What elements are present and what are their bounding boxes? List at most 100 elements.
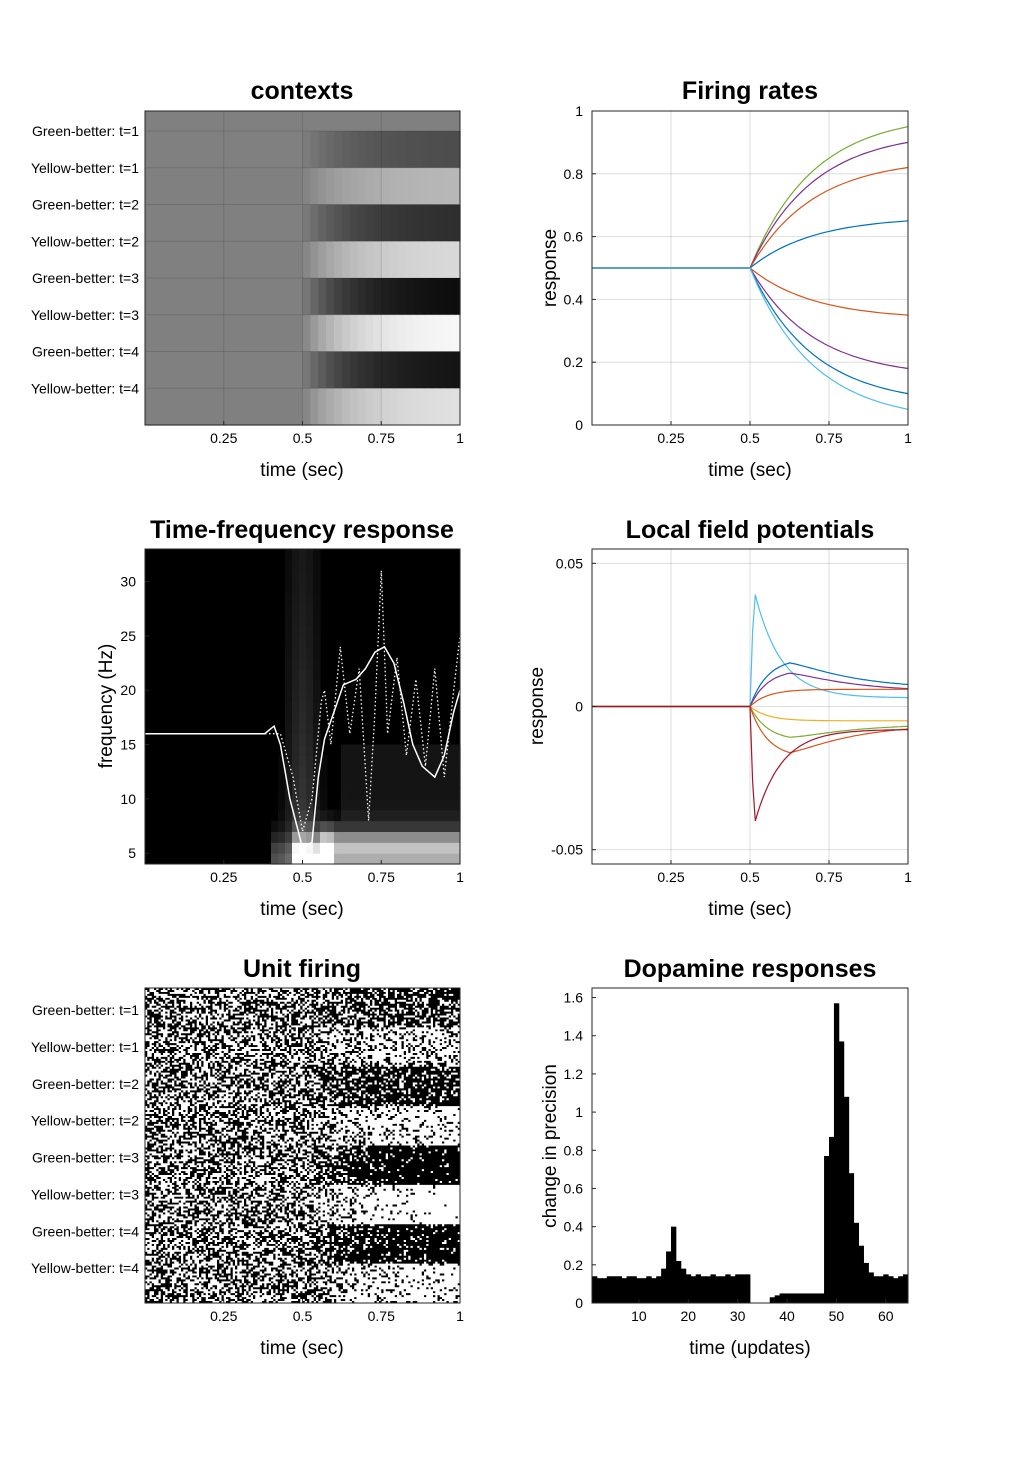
tf-cell (348, 744, 356, 756)
panel-time-frequency: Time-frequency response 0.25 0.5 0.75 1 5 10… (96, 516, 464, 920)
context-cell (160, 388, 170, 426)
context-cell (389, 131, 398, 169)
context-cell (404, 131, 414, 169)
context-cell (444, 351, 453, 389)
context-cell (318, 388, 327, 426)
tf-cell (334, 831, 342, 843)
tf-cell (306, 657, 314, 670)
firing-rate-line (592, 267, 909, 410)
tf-ytick-label: 30 (120, 574, 136, 590)
tf-cell (306, 820, 314, 833)
tf-cell (299, 820, 307, 833)
tf-cell (446, 842, 454, 854)
tf-cell (313, 701, 321, 713)
tf-cell (313, 853, 321, 865)
tf-ylabel: frequency (Hz) (96, 644, 117, 769)
tf-cell (439, 853, 447, 865)
tf-cell (313, 549, 321, 561)
tf-cell (292, 570, 300, 583)
context-cell (160, 204, 170, 242)
firing-ytick-label: 0.6 (564, 229, 584, 245)
tf-cell (383, 744, 391, 756)
tf-cell (369, 798, 377, 811)
context-cell (365, 241, 374, 279)
tf-cell (453, 831, 461, 843)
tf-ytick-label: 10 (120, 791, 136, 807)
tf-cell (390, 755, 398, 767)
tf-cell (306, 592, 314, 604)
tf-xtick-label: 0.75 (368, 869, 395, 885)
tf-title: Time-frequency response (150, 516, 454, 544)
tf-cell (348, 798, 356, 811)
lfp-ytick-label: 0.05 (556, 555, 583, 571)
contexts-xtick-label: 0.75 (368, 430, 395, 446)
context-cell (381, 131, 390, 169)
context-cell (200, 351, 209, 389)
context-cell (200, 131, 209, 169)
context-cell (247, 388, 256, 426)
context-cell (365, 351, 374, 389)
tf-cell (425, 787, 433, 800)
context-cell (208, 241, 217, 279)
unit-xtick-label: 1 (456, 1308, 464, 1324)
context-cell (326, 241, 335, 279)
tf-cell (390, 831, 398, 843)
tf-cell (278, 777, 286, 789)
context-cell (271, 131, 280, 169)
tf-cell (362, 809, 370, 822)
tf-cell (285, 820, 293, 833)
context-cell (286, 314, 296, 353)
dopamine-bar (611, 1276, 618, 1303)
firing-xtick-label: 0.25 (657, 430, 684, 446)
tf-cell (292, 831, 300, 843)
tf-cell (362, 755, 370, 767)
context-cell (223, 314, 233, 353)
context-cell (223, 388, 233, 426)
context-cell (365, 167, 374, 206)
context-cell (436, 204, 445, 242)
tf-cell (341, 755, 349, 767)
tf-cell (362, 853, 370, 865)
tf-cell (327, 809, 335, 822)
dopamine-bar (893, 1278, 899, 1303)
tf-cell (453, 820, 461, 833)
dopamine-bar (621, 1278, 627, 1303)
context-cell (349, 278, 359, 316)
tf-cell (341, 787, 349, 800)
context-cell (278, 388, 288, 426)
tf-cell (299, 744, 307, 756)
unit-xlabel: time (sec) (260, 1338, 343, 1359)
dopamine-ytick-label: 1.4 (564, 1028, 584, 1044)
context-cell (373, 314, 382, 353)
context-cell (168, 278, 178, 316)
tf-cell (376, 820, 384, 833)
dopamine-bar (666, 1251, 672, 1303)
context-cell (381, 204, 390, 242)
tf-cell (306, 635, 314, 648)
tf-cell (425, 842, 433, 854)
context-cell (278, 351, 288, 389)
context-cell (381, 278, 390, 316)
tf-cell (299, 549, 307, 561)
tf-cell (285, 809, 293, 822)
dopamine-xtick-label: 60 (878, 1308, 894, 1324)
context-cell (231, 167, 241, 206)
tf-cell (432, 842, 440, 854)
tf-cell (299, 679, 307, 691)
dopamine-bar (814, 1293, 820, 1303)
dopamine-bar (838, 1041, 845, 1303)
contexts-row-label: Green-better: t=3 (32, 270, 139, 286)
context-cell (294, 351, 304, 389)
tf-cell (411, 820, 419, 833)
tf-cell (306, 581, 314, 594)
tf-cell (285, 603, 293, 615)
context-cell (208, 167, 217, 206)
tf-xtick-label: 1 (456, 869, 464, 885)
tf-cell (425, 809, 433, 822)
context-cell (208, 278, 217, 316)
context-cell (420, 131, 430, 169)
dopamine-ylabel: change in precision (540, 1064, 561, 1228)
dopamine-bar (646, 1276, 652, 1303)
dopamine-bar (641, 1278, 647, 1303)
firing-title: Firing rates (682, 77, 818, 105)
